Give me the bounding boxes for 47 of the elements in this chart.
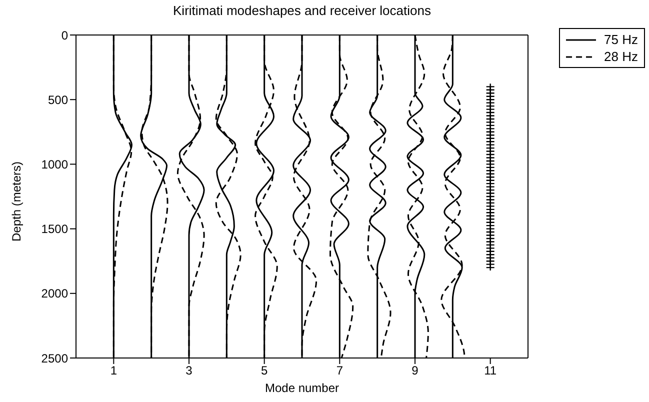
legend-label: 75 Hz	[604, 31, 638, 48]
y-axis-title: Depth (meters)	[9, 161, 24, 242]
x-axis-title: Mode number	[264, 381, 340, 395]
point	[486, 148, 495, 155]
chart-title: Kiritimati modeshapes and receiver locations	[172, 3, 432, 18]
y-tick-label: 1000	[41, 157, 68, 172]
x-tick-label: 5	[260, 364, 268, 378]
x-tick-label: 3	[186, 364, 193, 378]
point	[486, 218, 495, 226]
point	[486, 154, 495, 162]
x-tick-label: 11	[484, 364, 497, 378]
point	[486, 167, 495, 174]
point	[486, 106, 495, 113]
point	[486, 92, 495, 100]
point	[486, 141, 495, 148]
point	[486, 232, 495, 239]
x-tick-label: 7	[336, 364, 344, 378]
point	[486, 238, 495, 246]
point	[486, 134, 495, 142]
point	[486, 244, 495, 252]
x-tick-label: 9	[412, 364, 419, 378]
point	[486, 125, 495, 132]
y-tick-label: 500	[48, 92, 68, 107]
point	[486, 254, 495, 262]
y-tick-label: 0	[61, 28, 68, 42]
x-tick-label: 1	[110, 364, 118, 378]
point	[486, 118, 495, 126]
point	[486, 170, 495, 178]
y-tick-label: 2500	[41, 351, 68, 366]
point	[486, 176, 495, 184]
y-tick-label: 1500	[41, 222, 68, 236]
point	[486, 225, 495, 232]
point	[486, 212, 495, 220]
point	[486, 260, 495, 268]
point	[486, 83, 495, 90]
point	[486, 264, 495, 272]
point	[486, 196, 495, 204]
point	[486, 160, 495, 168]
point	[486, 128, 495, 136]
y-tick-label: 2000	[41, 286, 68, 301]
point	[486, 209, 495, 216]
point	[486, 99, 495, 106]
point	[486, 202, 495, 210]
point	[486, 183, 495, 190]
point	[486, 112, 495, 120]
legend-label: 28 Hz	[604, 48, 638, 65]
point	[486, 190, 495, 197]
